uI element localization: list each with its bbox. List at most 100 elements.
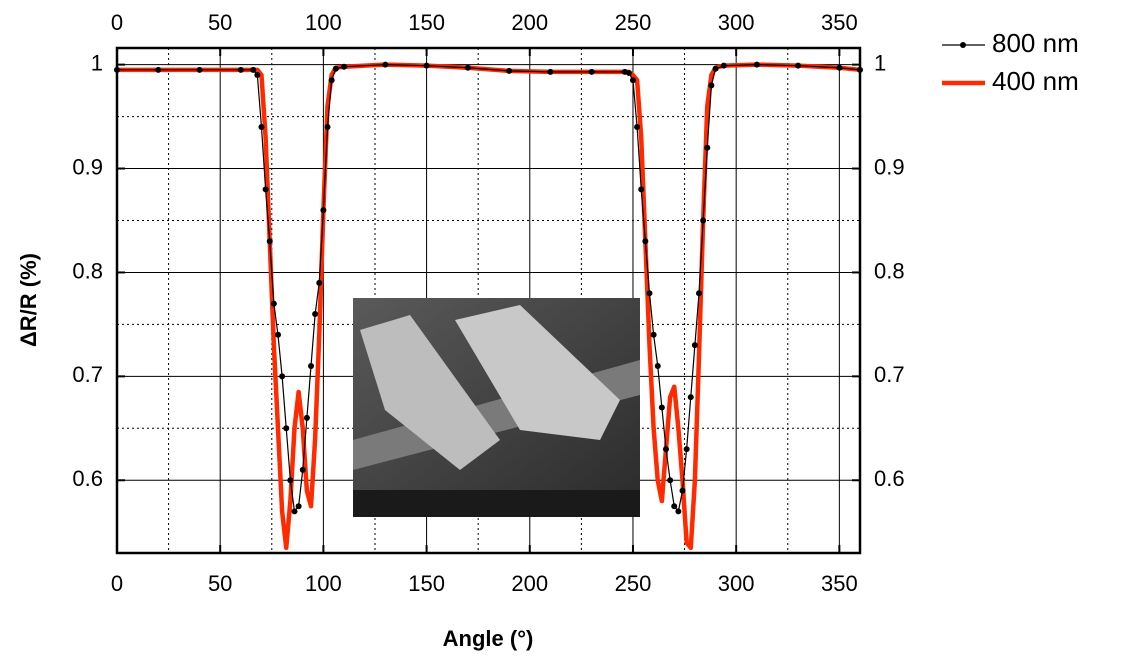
y-axis-label: ΔR/R (%) [16,253,41,347]
plot-frame [115,46,862,555]
point-800 [506,67,513,74]
point-400 [676,426,680,430]
point-400 [280,509,284,513]
point-400 [255,68,259,72]
point-800 [303,414,310,421]
series-line [117,64,861,513]
point-800 [795,62,802,69]
point-800 [654,362,661,369]
point-800 [299,466,306,473]
point-800 [464,64,471,71]
y-right-tick-label: 0.9 [874,154,905,179]
point-800 [687,394,694,401]
point-800 [114,66,120,73]
point-800 [283,425,290,432]
point-800 [382,61,389,68]
x-top-tick-label: 350 [821,10,858,35]
point-800 [588,68,595,75]
point-800 [646,290,653,297]
point-800 [704,144,711,151]
point-400 [652,426,656,430]
point-800 [712,65,719,72]
point-400 [313,437,317,441]
point-800 [266,238,273,245]
x-tick-label: 300 [718,571,755,596]
x-top-tick-label: 200 [511,10,548,35]
point-400 [647,343,651,347]
point-400 [305,489,309,493]
point-800 [270,300,277,307]
point-800 [155,66,162,73]
point-800 [308,362,315,369]
y-tick-label: 0.7 [72,362,103,387]
point-800 [836,64,843,71]
y-right-tick-label: 0.6 [874,466,905,491]
point-800 [679,487,686,494]
x-top-tick-label: 0 [111,10,123,35]
point-400 [656,478,660,482]
point-800 [857,66,863,73]
x-top-tick-label: 300 [718,10,755,35]
point-400 [326,104,330,108]
point-400 [264,135,268,139]
point-400 [668,395,672,399]
point-800 [638,186,645,193]
point-800 [675,508,682,515]
point-800 [324,123,331,130]
point-800 [196,66,203,73]
y-right-tick-label: 0.7 [874,362,905,387]
point-800 [547,68,554,75]
point-800 [295,503,302,510]
point-400 [705,104,709,108]
point-400 [301,426,305,430]
point-800 [316,279,323,286]
x-axis-label: Angle (°) [443,626,534,651]
point-400 [635,78,639,82]
point-800 [667,477,674,484]
point-800 [274,331,281,338]
legend-label: 800 nm [992,28,1079,58]
point-800 [332,65,339,72]
point-400 [288,499,292,503]
point-800 [720,62,727,69]
point-800 [312,311,319,318]
point-800 [250,66,257,73]
point-400 [276,426,280,430]
x-tick-label: 50 [208,571,232,596]
point-800 [423,62,430,69]
sem-inset-image [353,298,640,517]
point-800 [683,446,690,453]
point-800 [320,207,327,214]
point-400 [284,546,288,550]
y-right-tick-label: 0.8 [874,258,905,283]
x-top-tick-label: 250 [615,10,652,35]
point-800 [258,123,265,130]
point-800 [237,66,244,73]
point-800 [662,446,669,453]
point-800 [708,82,715,89]
point-800 [328,77,335,84]
point-400 [685,541,689,545]
x-tick-label: 200 [511,571,548,596]
x-top-tick-label: 150 [408,10,445,35]
point-800 [671,503,678,510]
y-right-tick-label: 1 [874,50,886,75]
point-400 [693,478,697,482]
point-800 [642,238,649,245]
y-tick-label: 0.9 [72,154,103,179]
point-800 [753,61,760,68]
point-400 [639,135,643,139]
point-400 [330,73,334,77]
point-800 [696,290,703,297]
x-tick-label: 350 [821,571,858,596]
point-800 [291,508,298,515]
legend-marker [960,42,966,48]
point-400 [689,546,693,550]
point-400 [697,354,701,358]
point-400 [292,426,296,430]
x-tick-label: 250 [615,571,652,596]
point-800 [262,186,269,193]
y-tick-label: 0.8 [72,258,103,283]
point-800 [625,69,632,76]
x-tick-label: 150 [408,571,445,596]
